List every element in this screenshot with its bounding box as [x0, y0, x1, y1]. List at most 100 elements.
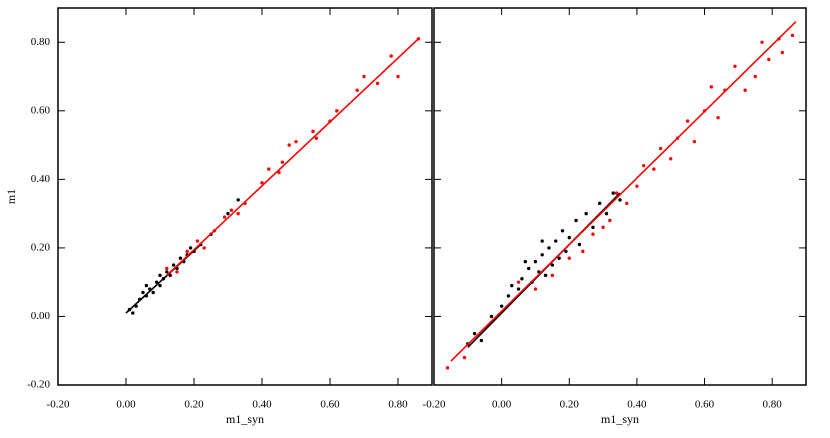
- point: [520, 277, 524, 281]
- y-tick-label: 0.60: [31, 104, 51, 116]
- point: [533, 259, 538, 264]
- point: [506, 294, 511, 298]
- plot-frame: [433, 7, 807, 386]
- point: [260, 181, 264, 185]
- point: [165, 270, 169, 274]
- y-axis-label: m1: [4, 189, 18, 204]
- point: [362, 74, 366, 79]
- point: [753, 74, 757, 79]
- point: [526, 266, 531, 271]
- point: [540, 239, 544, 243]
- point: [567, 256, 571, 260]
- point: [158, 273, 162, 278]
- point: [389, 54, 393, 58]
- point: [557, 256, 561, 260]
- point: [567, 235, 571, 240]
- point: [158, 283, 162, 288]
- point: [584, 211, 588, 216]
- fit-line: [166, 38, 419, 276]
- point: [445, 366, 450, 370]
- x-tick-label: 0.80: [388, 399, 408, 411]
- point: [685, 119, 690, 123]
- point: [516, 287, 521, 291]
- point: [611, 191, 615, 195]
- point: [202, 246, 206, 250]
- point: [550, 273, 555, 278]
- point: [510, 283, 514, 288]
- x-tick-label: 0.20: [184, 399, 204, 411]
- point: [236, 198, 240, 202]
- x-axis-label: m1_syn: [601, 412, 639, 426]
- point: [767, 57, 771, 62]
- point: [625, 201, 629, 206]
- point: [716, 115, 720, 120]
- point: [175, 270, 179, 274]
- point: [375, 81, 380, 86]
- fit-line: [450, 21, 797, 362]
- point: [533, 287, 538, 291]
- y-tick-label: 0.00: [31, 310, 51, 322]
- point: [462, 355, 467, 360]
- point: [608, 218, 612, 223]
- point: [780, 50, 785, 55]
- point: [540, 253, 544, 257]
- point: [499, 304, 504, 308]
- point: [168, 273, 172, 278]
- point: [185, 249, 189, 254]
- point: [144, 283, 149, 288]
- point: [581, 249, 585, 254]
- x-tick-label: -0.20: [47, 399, 70, 411]
- point: [131, 311, 135, 315]
- point: [280, 160, 285, 164]
- point: [472, 331, 477, 336]
- point: [550, 263, 555, 267]
- point: [479, 338, 484, 343]
- point: [229, 208, 234, 212]
- x-tick-label: 0.60: [695, 399, 715, 411]
- point: [154, 280, 159, 284]
- point: [601, 225, 605, 230]
- point: [226, 211, 230, 216]
- point: [547, 246, 551, 250]
- point: [222, 215, 227, 219]
- point: [591, 232, 595, 236]
- point: [554, 239, 558, 243]
- point: [564, 249, 568, 254]
- point: [178, 256, 183, 260]
- x-tick-label: 0.40: [627, 399, 647, 411]
- point: [165, 266, 169, 271]
- point: [743, 88, 747, 92]
- point: [733, 64, 737, 68]
- point: [355, 88, 359, 92]
- point: [577, 242, 582, 247]
- x-tick-label: 0.00: [116, 399, 136, 411]
- point: [236, 211, 240, 216]
- point: [523, 259, 528, 264]
- point: [614, 191, 619, 195]
- point: [709, 85, 714, 89]
- point: [641, 163, 646, 168]
- point: [543, 273, 548, 278]
- x-tick-label: 0.80: [763, 399, 783, 411]
- point: [489, 314, 494, 319]
- x-tick-label: 0.60: [320, 399, 340, 411]
- point: [598, 201, 602, 206]
- y-tick-label: -0.20: [27, 379, 50, 391]
- point: [574, 218, 578, 223]
- point: [560, 229, 565, 233]
- point: [591, 225, 595, 230]
- x-tick-label: 0.20: [560, 399, 580, 411]
- point: [669, 157, 673, 161]
- point: [618, 198, 622, 202]
- point: [314, 136, 319, 140]
- y-tick-label: 0.40: [31, 173, 51, 185]
- y-tick-label: 0.20: [31, 241, 51, 253]
- point: [760, 40, 764, 44]
- point: [335, 109, 339, 113]
- point: [267, 167, 271, 171]
- point: [287, 143, 291, 147]
- point: [652, 167, 656, 171]
- point: [604, 211, 609, 216]
- point: [171, 263, 176, 267]
- point: [516, 280, 521, 284]
